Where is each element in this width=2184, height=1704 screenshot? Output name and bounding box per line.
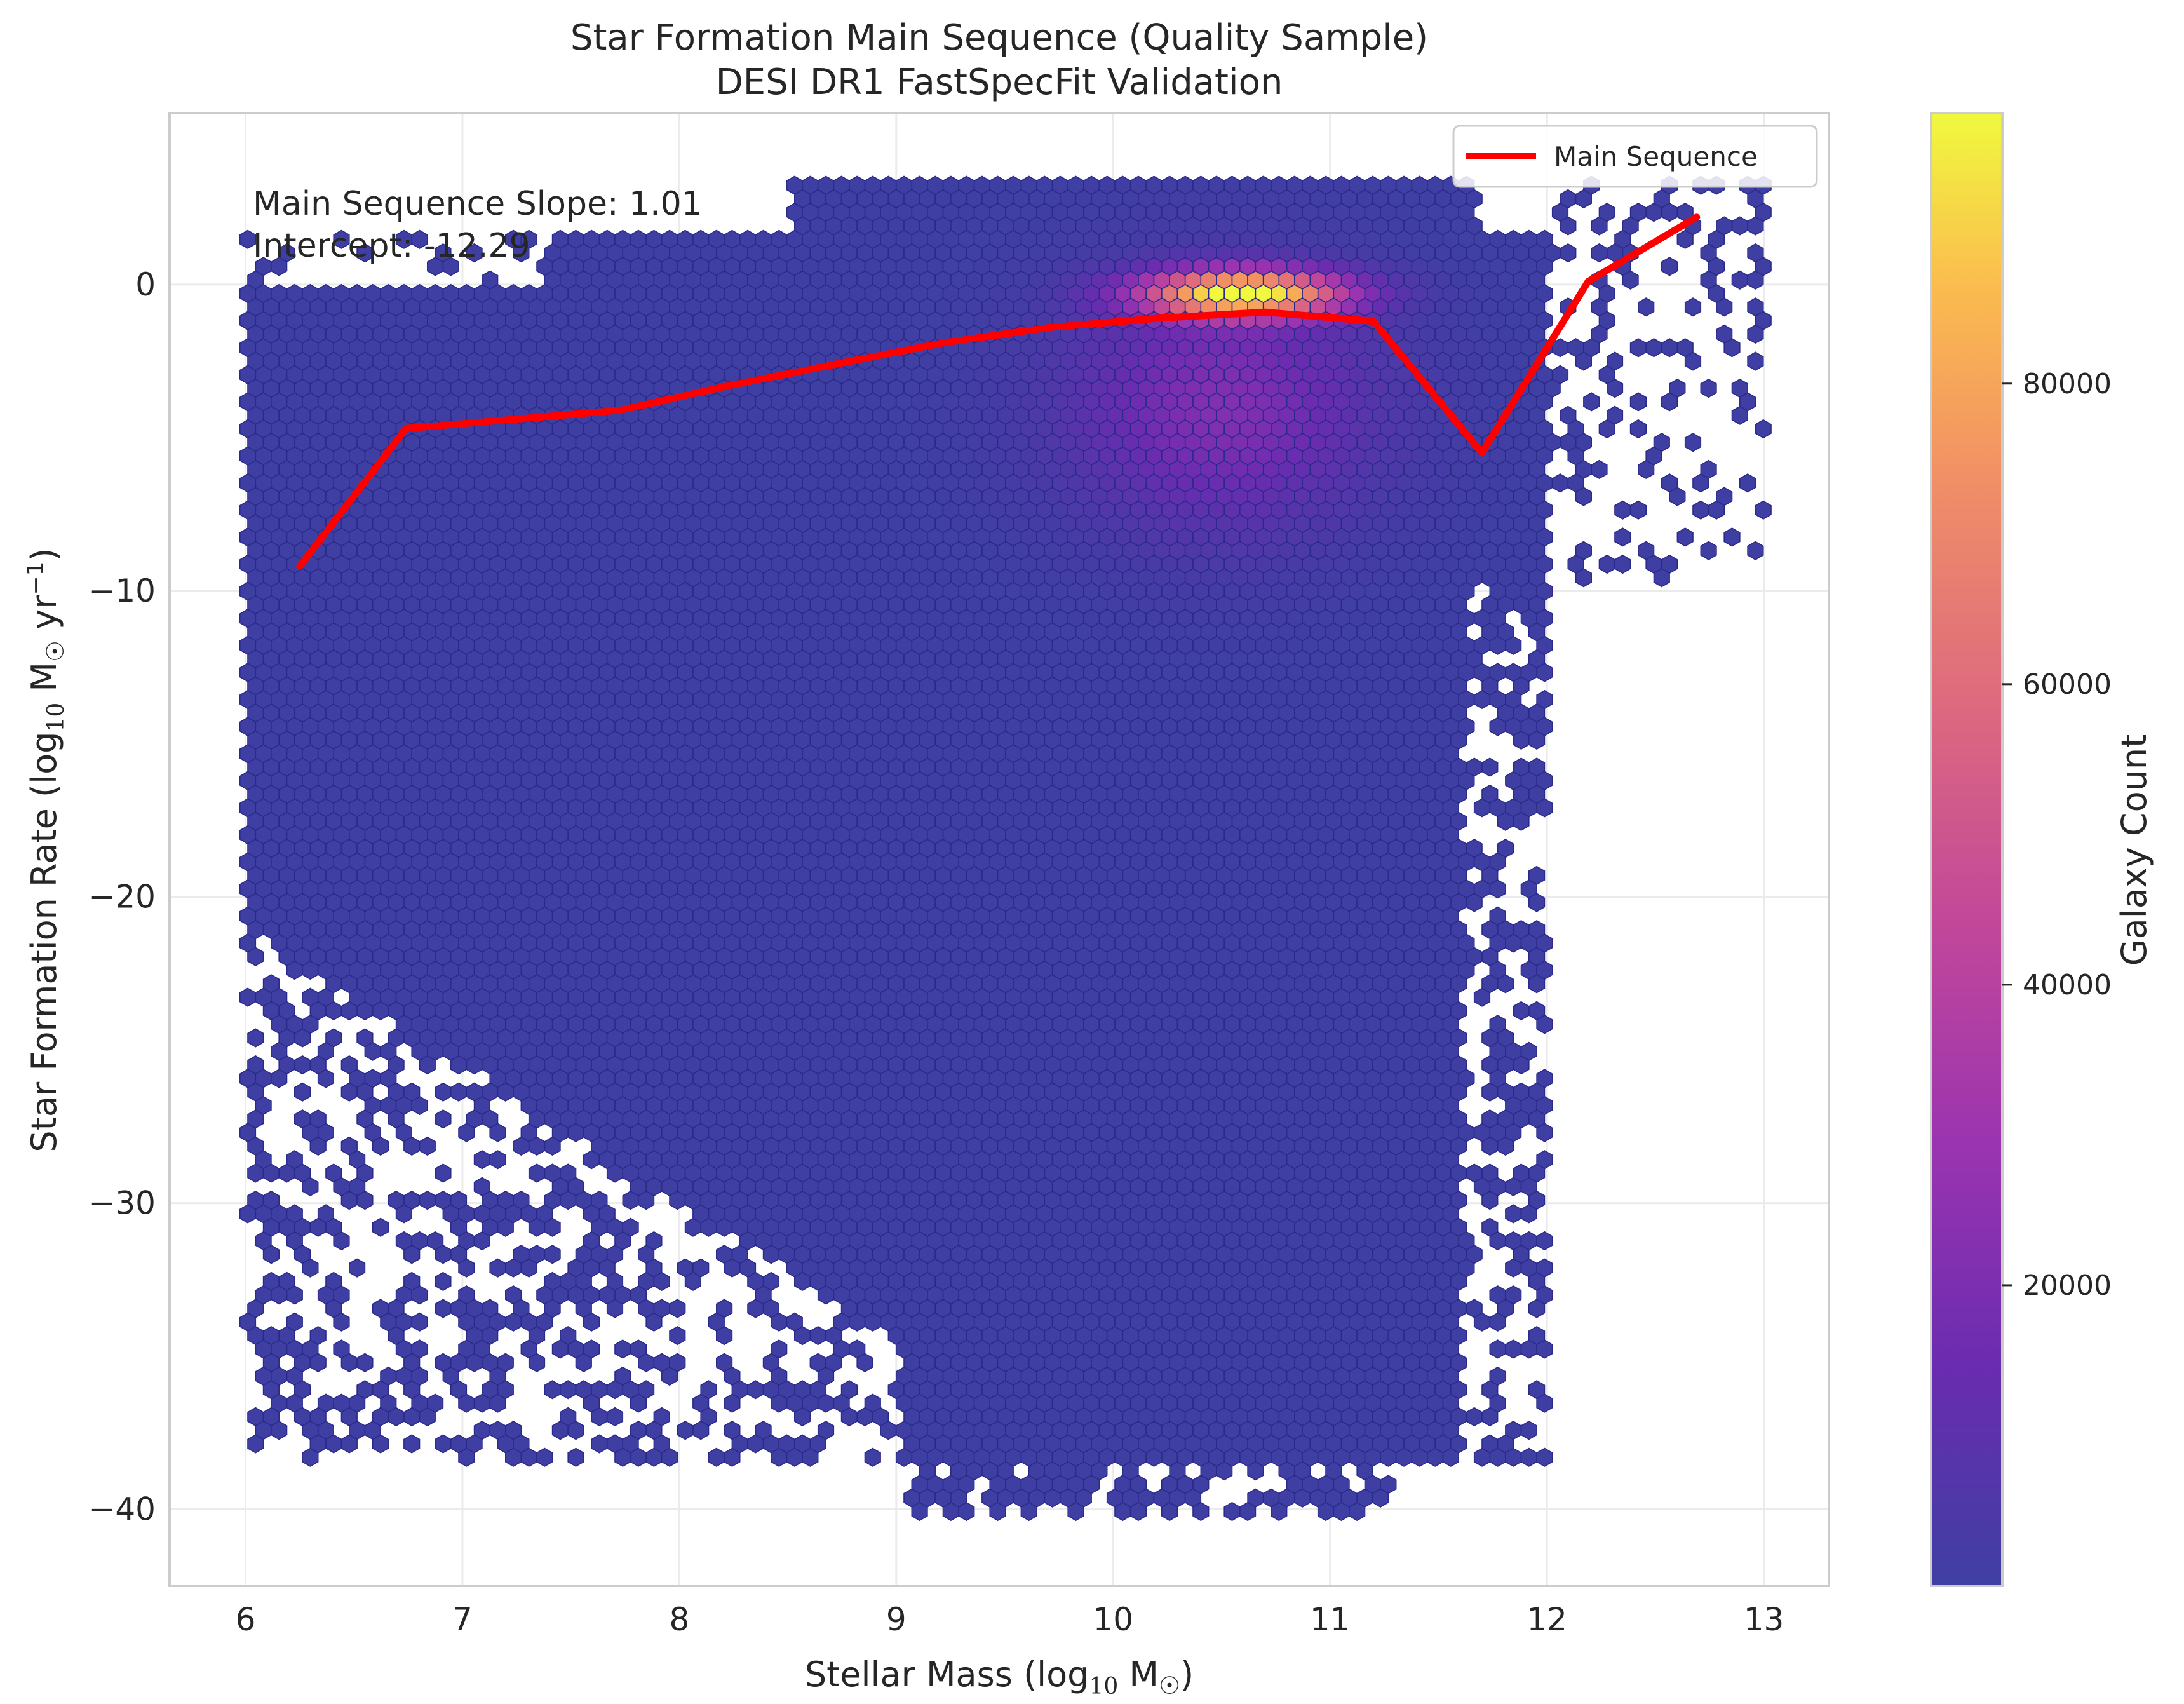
hexbin-cell — [1489, 717, 1506, 736]
hexbin-cell — [1684, 351, 1702, 371]
hexbin-cell — [1536, 798, 1553, 818]
hexbin-cell — [372, 1001, 389, 1021]
hexbin-cell — [271, 257, 288, 276]
hexbin-cell — [333, 229, 350, 249]
hexbin-cell — [286, 960, 303, 980]
hexbin-density — [239, 175, 1772, 1522]
hexbin-cell — [1747, 541, 1764, 560]
hexbin-cell — [1653, 568, 1670, 588]
hexbin-cell — [1700, 378, 1717, 398]
hexbin-cell — [1575, 189, 1592, 209]
hexbin-cell — [1614, 554, 1631, 574]
hexbin-cell — [1731, 216, 1748, 236]
hexbin-cell — [1575, 568, 1592, 588]
hexbin-cell — [1473, 798, 1491, 818]
hexbin-cell — [1536, 663, 1553, 682]
hexbin-cell — [239, 229, 257, 249]
hexbin-cell — [1513, 730, 1530, 750]
chart-subtitle: DESI DR1 FastSpecFit Validation — [716, 62, 1283, 103]
hexbin-cell — [1489, 635, 1506, 655]
hexbin-cell — [1731, 270, 1748, 290]
hexbin-cell — [1723, 527, 1741, 547]
hexbin-cell — [1755, 419, 1772, 439]
hexbin-cell — [1747, 216, 1764, 236]
hexbin-cell — [1747, 324, 1764, 344]
hexbin-cell — [1747, 270, 1764, 290]
hexbin-cell — [1622, 270, 1639, 290]
hexbin-cell — [1645, 203, 1662, 222]
hexbin-cell — [247, 947, 264, 966]
hexbin-cell — [1598, 419, 1615, 439]
hexbin-cell — [1661, 203, 1678, 222]
hexbin-cell — [1723, 338, 1741, 358]
hexbin-cell — [356, 1001, 374, 1021]
hexbin-cell — [1473, 987, 1491, 1007]
hexbin-cell — [1755, 500, 1772, 520]
hexbin-cell — [1505, 635, 1522, 655]
hexbin-cell — [239, 987, 257, 1007]
hexbin-cell — [442, 257, 459, 276]
hexbin-cell — [1676, 527, 1694, 547]
hexbin-cell — [1591, 216, 1608, 236]
hexbin-cell — [1560, 216, 1577, 236]
hexbin-cell — [1575, 351, 1592, 371]
hexbin-cell — [1614, 527, 1631, 547]
hexbin-cell — [513, 243, 530, 263]
hexbin-cell — [1692, 473, 1709, 493]
hexbin-cell — [1747, 351, 1764, 371]
hexbin-cell — [302, 960, 319, 980]
hexbin-cell — [466, 243, 483, 263]
hexbin-cell — [1528, 974, 1546, 994]
hexbin-cell — [1583, 392, 1600, 412]
hexbin-cell — [1528, 893, 1546, 912]
hexbin-cell — [1497, 811, 1514, 831]
hexbin-cell — [1528, 730, 1546, 750]
hexbin-cell — [1708, 500, 1725, 520]
hexbin-cell — [1591, 243, 1608, 263]
hexbin-cell — [1661, 257, 1678, 276]
hexbin-cell — [1676, 229, 1694, 249]
hexbin-cell — [1700, 541, 1717, 560]
hexbin-cell — [1638, 297, 1655, 317]
hexbin-cell — [1645, 338, 1662, 358]
hexbin-cell — [1716, 297, 1733, 317]
chart-title: Star Formation Main Sequence (Quality Sa… — [570, 17, 1428, 58]
hexbin-cell — [1614, 500, 1631, 520]
hexbin-cell — [1598, 554, 1615, 574]
hexbin-cell — [1551, 473, 1569, 493]
hexbin-cell — [325, 1001, 342, 1021]
hexbin-cell — [1629, 392, 1647, 412]
hexbin-cell — [1692, 500, 1709, 520]
hexbin-cell — [1661, 338, 1678, 358]
hexbin-cell — [1731, 405, 1748, 425]
hexbin-cell — [1629, 500, 1647, 520]
hexbin-cell — [1513, 811, 1530, 831]
hexbin-cell — [1473, 689, 1491, 710]
hexbin-cell — [1505, 933, 1522, 953]
hexbin-cell — [1560, 243, 1577, 263]
hexbin-cell — [1669, 487, 1686, 506]
hexbin-cell — [1661, 392, 1678, 412]
hexbin-cell — [1629, 419, 1647, 439]
hexbin-cell — [1638, 459, 1655, 480]
hexbin-cell — [1591, 459, 1608, 480]
hexbin-cell — [1607, 378, 1624, 398]
hexbin-cell — [1497, 974, 1514, 994]
hexbin-cell — [411, 229, 428, 249]
hexbin-cell — [1481, 757, 1499, 777]
hexbin-cell — [356, 243, 374, 263]
hexbin-cell — [1684, 297, 1702, 317]
hexbin-cell — [1575, 487, 1592, 506]
hexbin-cell — [340, 1001, 358, 1021]
hexbin-cell — [1629, 338, 1647, 358]
hexbin-cell — [1489, 879, 1506, 899]
hexbin-cell — [1684, 433, 1702, 452]
hexbin-cell — [1739, 473, 1756, 493]
hexbin-cell — [1466, 893, 1483, 912]
